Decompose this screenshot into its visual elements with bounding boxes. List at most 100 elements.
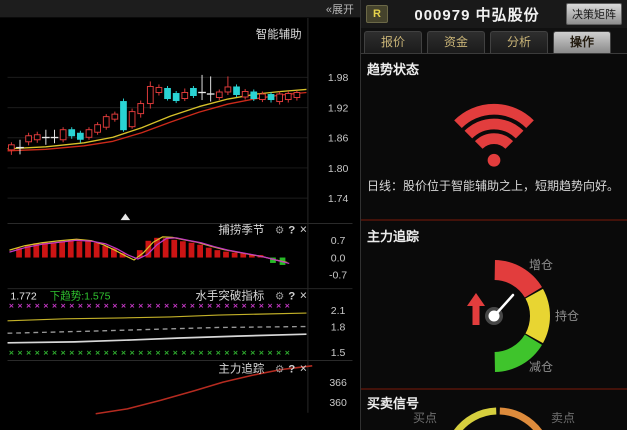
- marker-glyph: ×: [242, 347, 247, 357]
- marker-glyph: ×: [69, 300, 74, 310]
- candle-body: [59, 129, 67, 141]
- marker-glyph: ×: [17, 347, 22, 357]
- season-bar: [270, 257, 276, 263]
- marker-glyph: ×: [276, 300, 281, 310]
- candle-body: [120, 101, 127, 131]
- marker-glyph: ×: [78, 300, 83, 310]
- marker-glyph: ×: [233, 347, 238, 357]
- axis-tick-label: 1.5: [331, 347, 346, 359]
- season-bar: [197, 244, 203, 258]
- marker-glyph: ×: [207, 300, 212, 310]
- season-bar: [67, 240, 74, 258]
- axis-tick-label: 1.98: [328, 72, 349, 84]
- season-bar: [59, 241, 66, 258]
- section-divider: [361, 388, 627, 390]
- trend-description: 日线：股价位于智能辅助之上，短期趋势向好。: [367, 179, 620, 193]
- season-bar: [42, 242, 48, 258]
- trend-status-section: 趋势状态 日线：股价位于智能辅助之上，短期趋势向好。: [361, 54, 627, 219]
- candle-body: [146, 85, 154, 105]
- gauge-needle: [494, 293, 515, 316]
- tab-operation[interactable]: 操作: [553, 31, 611, 53]
- marker-glyph: ×: [112, 347, 117, 357]
- season-bar: [76, 241, 83, 258]
- marker-glyph: ×: [9, 300, 14, 310]
- marker-glyph: ×: [285, 347, 290, 357]
- marker-glyph: ×: [121, 300, 126, 310]
- tab-quote[interactable]: 报价: [364, 31, 422, 53]
- gauge-label: 增仓: [529, 258, 553, 272]
- decision-matrix-button[interactable]: 决策矩阵: [566, 3, 622, 25]
- season-bar: [145, 240, 152, 258]
- marker-glyph: ×: [233, 300, 238, 310]
- marker-row: × × × × × × × × × × × × × × × × × × × × × × × × × × × × × × × × ×: [9, 300, 290, 310]
- season-bar: [180, 241, 186, 258]
- panel-close-icon[interactable]: ×: [300, 289, 307, 303]
- stock-header: R 000979 中弘股份 决策矩阵: [361, 0, 627, 28]
- season-bar: [33, 243, 40, 258]
- candle-body: [293, 92, 301, 99]
- marker-glyph: ×: [95, 347, 100, 357]
- expand-button[interactable]: «展开: [325, 4, 354, 16]
- marker-glyph: ×: [17, 300, 22, 310]
- candle-body: [215, 91, 223, 99]
- marker-glyph: ×: [199, 347, 204, 357]
- marker-glyph: ×: [26, 347, 31, 357]
- season-bar: [154, 237, 160, 258]
- marker-glyph: ×: [164, 347, 169, 357]
- season-bar: [16, 248, 22, 258]
- panel-settings-icon[interactable]: ⚙: [275, 225, 284, 237]
- decision-panel: R 000979 中弘股份 决策矩阵 报价 资金 分析 操作 趋势状态 日线：股…: [360, 0, 627, 430]
- downtrend-value: 下趋势:1.575: [50, 290, 111, 303]
- kline-chart-canvas[interactable]: 1.98 1.92 1.86 1.80 1.74 智能辅助 0.7 0.0 -0.7 捕捞季节 ⚙?…: [0, 18, 360, 430]
- marker-glyph: ×: [242, 300, 247, 310]
- marker-glyph: ×: [268, 300, 273, 310]
- panel-help-icon[interactable]: ?: [288, 364, 295, 376]
- marker-glyph: ×: [121, 347, 126, 357]
- main-force-title: 主力追踪: [367, 229, 420, 244]
- candle-body: [190, 87, 197, 96]
- panel-settings-icon[interactable]: ⚙: [275, 291, 284, 303]
- marker-glyph: ×: [104, 300, 109, 310]
- candle-body: [224, 86, 232, 93]
- marker-glyph: ×: [69, 347, 74, 357]
- panel-settings-icon[interactable]: ⚙: [275, 364, 284, 376]
- axis-tick-label: 360: [329, 397, 347, 409]
- panel-title: 水手突破指标: [195, 289, 264, 303]
- tab-funds[interactable]: 资金: [427, 31, 485, 53]
- up-arrow-icon: [467, 293, 485, 325]
- candle-body: [276, 93, 283, 103]
- marker-glyph: ×: [130, 300, 135, 310]
- gauge-label: 持仓: [555, 308, 579, 323]
- axis-tick-label: 1.86: [328, 133, 349, 145]
- panel-close-icon[interactable]: ×: [300, 362, 307, 376]
- ma-fast-line: [7, 88, 307, 150]
- marker-glyph: ×: [147, 300, 152, 310]
- season-bar: [85, 240, 91, 258]
- candles-layer: [8, 74, 301, 155]
- panel-help-icon[interactable]: ?: [288, 225, 295, 237]
- panel-header: 捕捞季节 ⚙? ×: [218, 223, 307, 237]
- section-divider: [361, 219, 627, 221]
- marker-glyph: ×: [173, 347, 178, 357]
- axis-tick-label: 0.0: [331, 252, 346, 264]
- marker-glyph: ×: [276, 347, 281, 357]
- marker-glyph: ×: [86, 300, 91, 310]
- axis-tick-label: 1.80: [328, 163, 349, 175]
- marker-glyph: ×: [224, 300, 229, 310]
- marker-glyph: ×: [173, 300, 178, 310]
- tab-analysis[interactable]: 分析: [490, 31, 548, 53]
- marker-glyph: ×: [138, 347, 143, 357]
- panel-close-icon[interactable]: ×: [300, 223, 307, 237]
- wifi-signal-icon: [454, 103, 534, 167]
- season-bar: [136, 250, 143, 258]
- marker-glyph: ×: [52, 347, 57, 357]
- signal-marker-icon: [120, 213, 131, 221]
- panel-help-icon[interactable]: ?: [288, 291, 295, 303]
- buy-sell-signal-title: 买卖信号: [367, 396, 420, 411]
- axis-tick-label: 0.7: [331, 235, 346, 247]
- marker-glyph: ×: [190, 347, 195, 357]
- smart-assist-label: 智能辅助: [256, 27, 302, 41]
- season-bar: [214, 250, 221, 258]
- candle-body: [172, 93, 180, 102]
- marker-glyph: ×: [216, 300, 221, 310]
